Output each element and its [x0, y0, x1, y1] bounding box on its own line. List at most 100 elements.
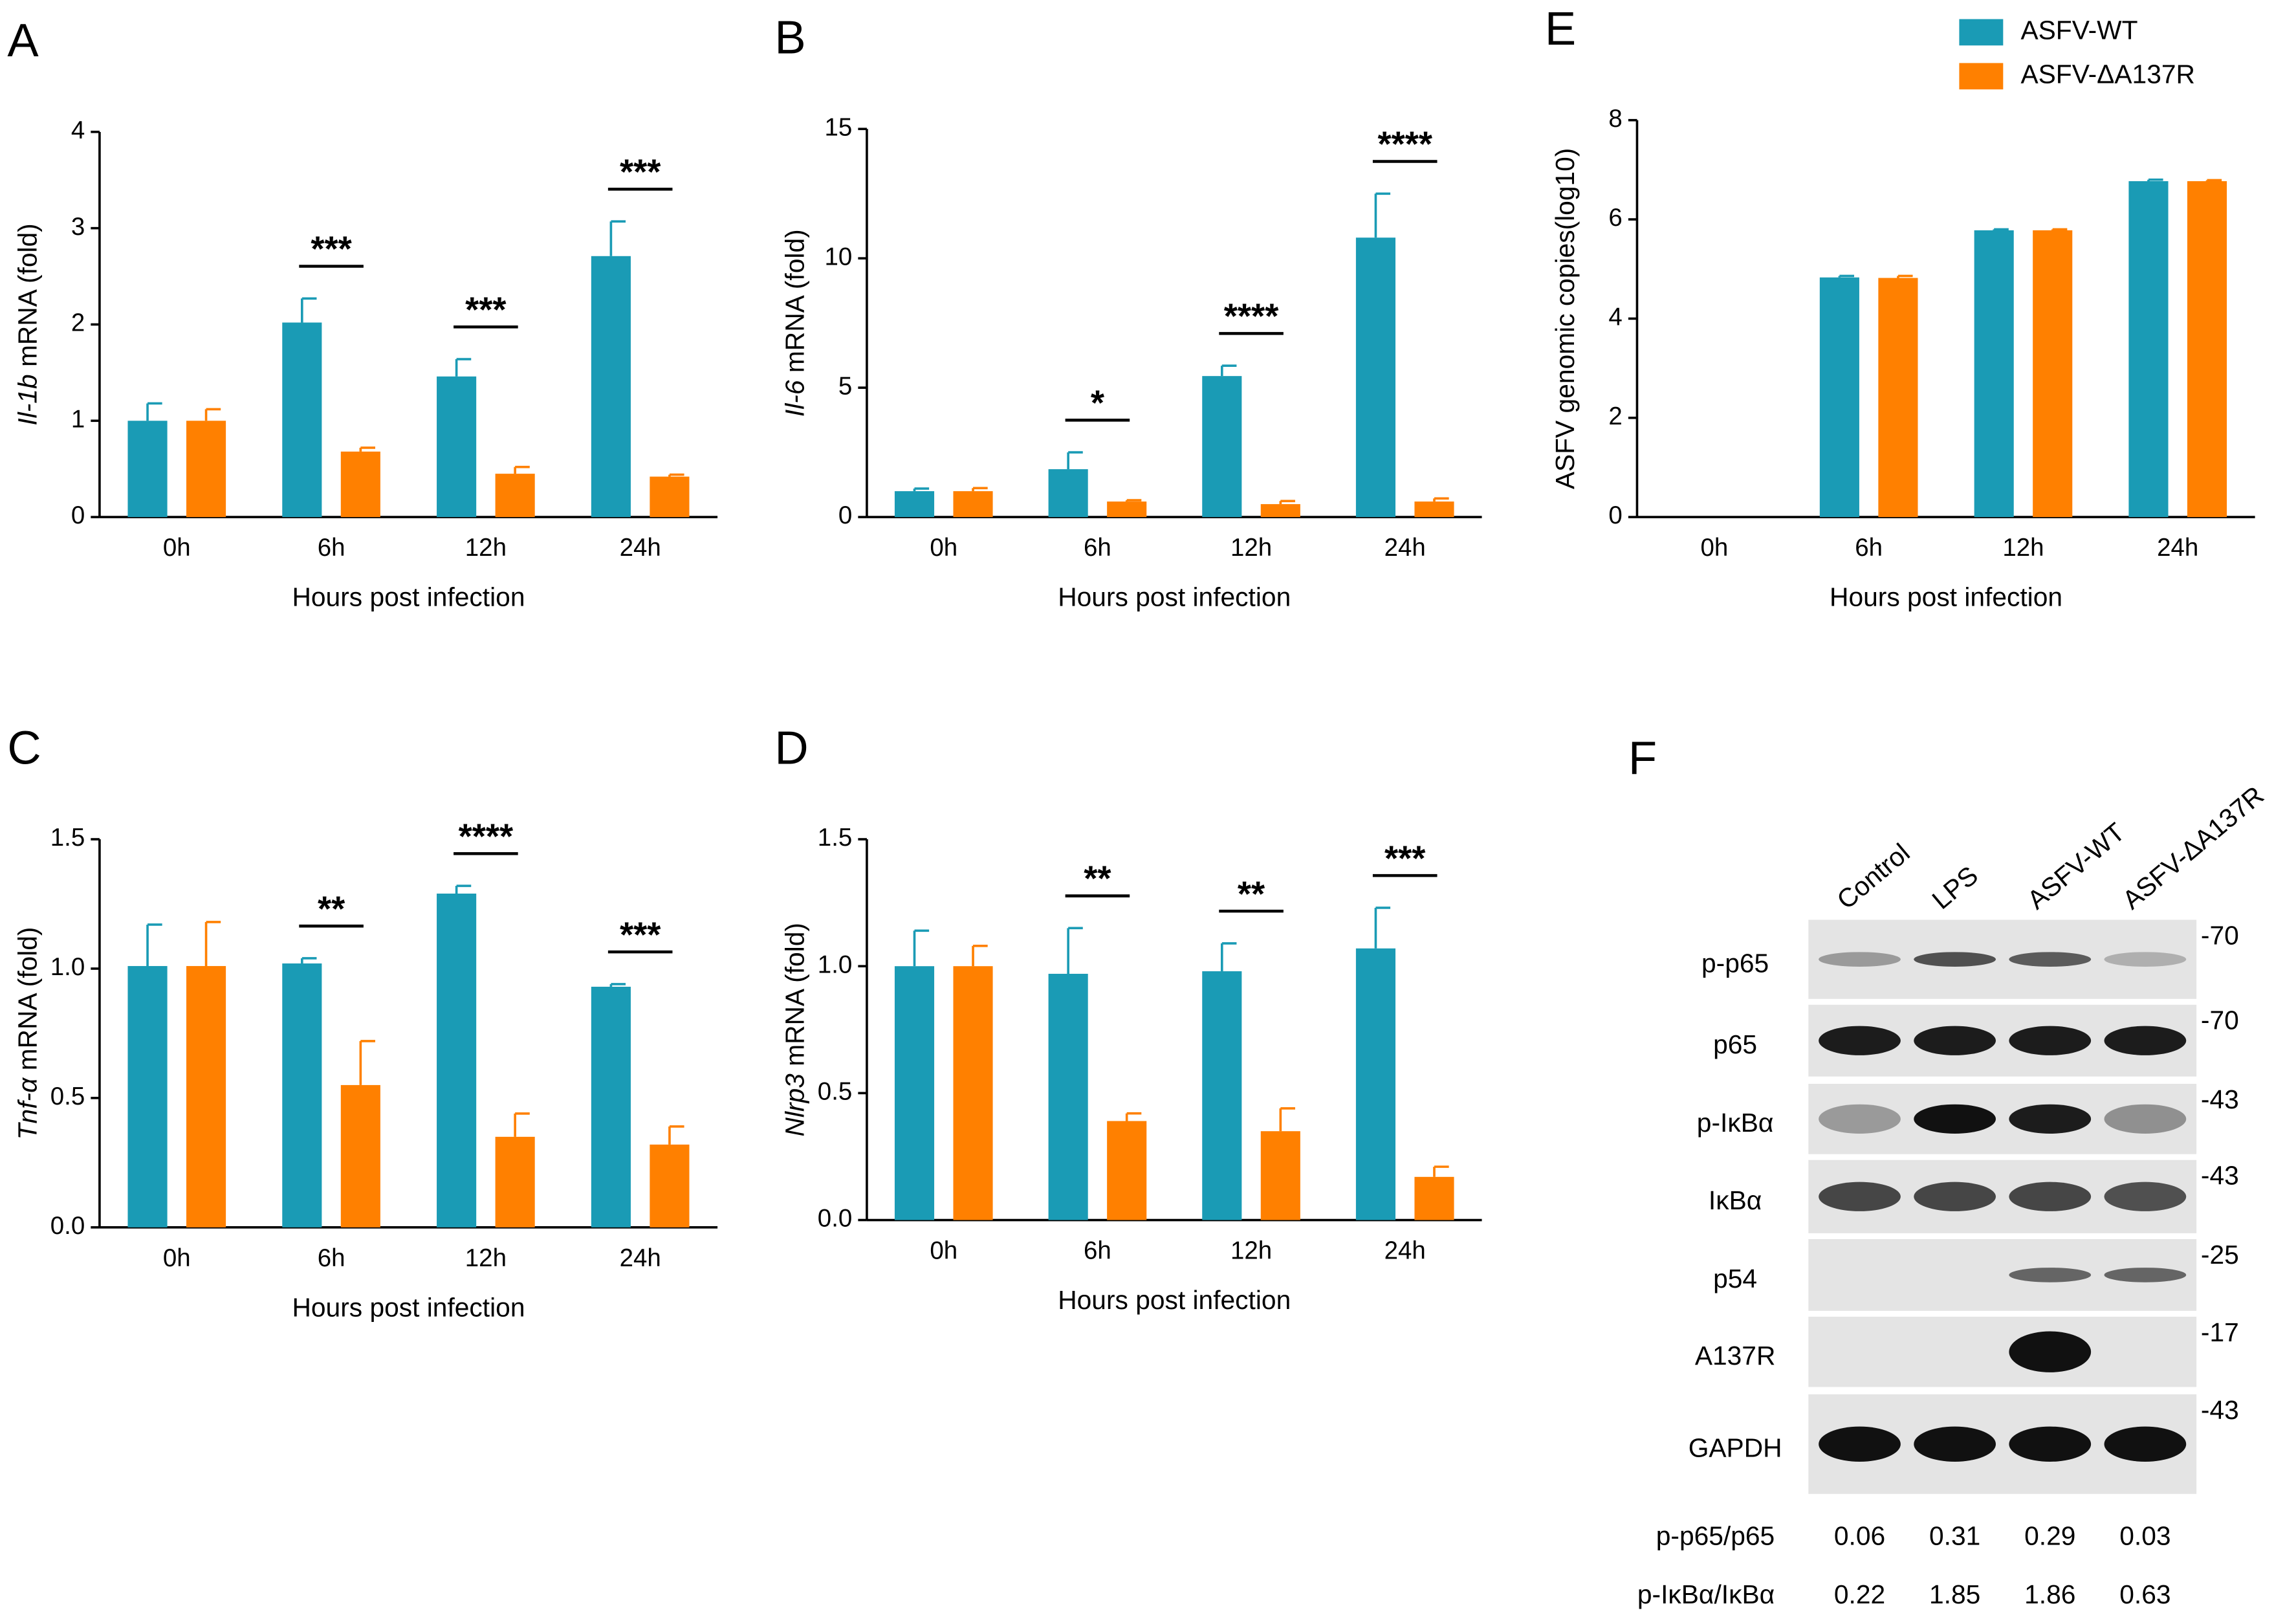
error-bar [1433, 497, 1449, 502]
error-bar [1220, 364, 1237, 377]
error-bar [301, 957, 317, 963]
error-bar [204, 921, 221, 966]
y-label-text: mRNA (fold) [12, 223, 42, 367]
bar [282, 322, 322, 518]
bar [894, 966, 935, 1220]
error-bar [972, 487, 988, 492]
x-tick-label: 6h [318, 534, 345, 562]
y-axis-label: Il-1b mRNA (fold) [12, 223, 42, 425]
x-tick-label: 6h [318, 1244, 345, 1272]
y-label-space [12, 1070, 42, 1077]
significance-label: **** [459, 817, 514, 856]
bar [591, 986, 631, 1227]
row-label: IκBα [1709, 1185, 1762, 1215]
bar [1355, 948, 1396, 1220]
bar [1107, 501, 1147, 518]
legend-label: ASFV-WT [2020, 16, 2137, 45]
y-tick-label: 0 [1608, 501, 1622, 529]
error-bar [913, 487, 930, 492]
y-tick-label: 0.0 [818, 1205, 852, 1233]
legend-label: ASFV-ΔA137R [2020, 60, 2194, 89]
bar [127, 965, 168, 1227]
y-tick-label: 6 [1608, 204, 1622, 232]
blot-band [2009, 1331, 2092, 1372]
significance-label: **** [1224, 296, 1279, 336]
y-tick-label: 2 [71, 309, 85, 337]
error-bar [2147, 178, 2163, 182]
error-bar [609, 220, 626, 256]
x-axis-label: Hours post infection [292, 1292, 525, 1322]
x-tick-label: 6h [1084, 534, 1111, 562]
bar [186, 421, 226, 518]
panel-letter: A [7, 14, 39, 67]
blot-band [1914, 952, 1996, 967]
significance-label: ** [318, 889, 345, 929]
x-tick-label: 6h [1084, 1237, 1111, 1264]
y-tick-label: 1.5 [50, 824, 85, 852]
error-bar [1279, 1107, 1295, 1132]
ratio-value: 0.31 [1929, 1521, 1980, 1550]
blot-band [1819, 952, 1901, 967]
row-label: p-p65 [1701, 948, 1769, 978]
error-bar [972, 944, 988, 967]
mw-marker: -43 [2201, 1084, 2239, 1114]
error-bar [1220, 942, 1237, 972]
blot-band [1819, 1182, 1901, 1211]
bar [1107, 1121, 1147, 1220]
bar [650, 476, 690, 518]
y-tick-label: 5 [838, 372, 852, 400]
blot-strip [1808, 1316, 2197, 1387]
x-axis-label: Hours post infection [1058, 582, 1291, 612]
y-axis-label: Tnf-α mRNA (fold) [12, 927, 42, 1140]
error-bar [1993, 228, 2009, 231]
x-tick-label: 24h [620, 534, 661, 562]
y-tick-label: 2 [1608, 402, 1622, 430]
x-tick-label: 12h [1230, 534, 1272, 562]
y-tick-label: 1.0 [818, 951, 852, 978]
row-label: A137R [1695, 1341, 1776, 1370]
error-bar [359, 446, 375, 452]
mw-marker: -70 [2201, 1006, 2239, 1035]
y-label-text: mRNA (fold) [780, 923, 809, 1066]
error-bar [609, 983, 626, 987]
bar [1260, 504, 1300, 518]
error-bar [1374, 907, 1391, 949]
y-label-space [780, 373, 809, 380]
bar [1878, 278, 1918, 518]
bar [2187, 181, 2227, 518]
bar [186, 965, 226, 1227]
mw-marker: -25 [2201, 1240, 2239, 1270]
x-tick-label: 0h [930, 534, 957, 562]
bar [1202, 971, 1242, 1220]
ratio-label: p-p65/p65 [1656, 1521, 1775, 1550]
blot-band [2009, 1268, 2092, 1282]
bar [127, 421, 168, 518]
x-tick-label: 12h [1230, 1237, 1272, 1264]
bar [591, 256, 631, 518]
blot-band [2009, 1426, 2092, 1462]
x-tick-label: 24h [2157, 534, 2198, 562]
bar [437, 376, 477, 518]
blot-band [1914, 1026, 1996, 1055]
gene-name: Nlrp3 [780, 1073, 809, 1137]
y-axis-label: ASFV genomic copies(log10) [1550, 148, 1580, 490]
x-tick-label: 24h [620, 1244, 661, 1272]
significance-label: *** [620, 915, 661, 954]
blot-band [1819, 1426, 1901, 1462]
error-bar [359, 1040, 375, 1085]
x-tick-label: 6h [1855, 534, 1883, 562]
legend-swatch [1959, 63, 2004, 90]
blot-band [2104, 952, 2187, 967]
bar [1202, 376, 1242, 518]
x-tick-label: 12h [465, 1244, 507, 1272]
x-tick-label: 12h [2002, 534, 2044, 562]
y-axis-label: Il-6 mRNA (fold) [780, 229, 809, 417]
bar [340, 1084, 380, 1227]
error-bar [2051, 228, 2068, 231]
blot-strip [1808, 1084, 2197, 1154]
y-tick-label: 3 [71, 213, 85, 241]
gene-name: Il-6 [780, 380, 809, 417]
y-label-text: mRNA (fold) [12, 927, 42, 1071]
blot-band [2104, 1268, 2187, 1282]
